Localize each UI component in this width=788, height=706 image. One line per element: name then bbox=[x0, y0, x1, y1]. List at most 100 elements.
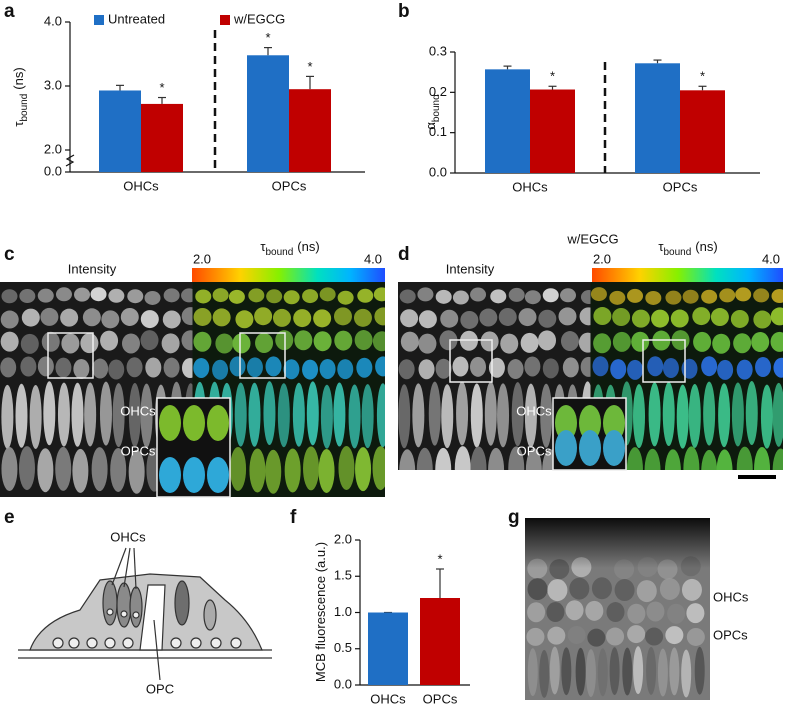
bar bbox=[485, 69, 530, 173]
pointer bbox=[111, 547, 127, 586]
bar bbox=[635, 63, 680, 173]
cell bbox=[542, 288, 559, 303]
axis-break bbox=[65, 154, 75, 167]
cell bbox=[92, 358, 109, 379]
cell bbox=[562, 357, 579, 378]
cell bbox=[20, 356, 37, 377]
cell bbox=[470, 383, 483, 448]
x-tick-label: OHCs bbox=[512, 179, 548, 194]
cell bbox=[319, 358, 336, 379]
cell bbox=[735, 287, 752, 302]
cell bbox=[585, 649, 596, 698]
colorbar bbox=[192, 268, 385, 282]
cell bbox=[418, 359, 435, 380]
bar bbox=[368, 612, 408, 685]
cell bbox=[399, 289, 416, 304]
panel-letter: f bbox=[290, 507, 297, 528]
hair-cell bbox=[102, 580, 118, 626]
cell bbox=[19, 289, 36, 304]
cell bbox=[646, 601, 665, 622]
cell bbox=[0, 357, 17, 378]
cell bbox=[277, 383, 290, 448]
cell bbox=[569, 577, 590, 600]
cell bbox=[306, 381, 319, 446]
cell bbox=[452, 356, 469, 377]
cell bbox=[511, 382, 524, 447]
tunnel bbox=[139, 584, 166, 651]
cell bbox=[275, 330, 294, 351]
cell bbox=[374, 307, 385, 326]
cell bbox=[524, 383, 537, 448]
cell bbox=[712, 333, 731, 354]
cell bbox=[355, 447, 372, 492]
y-tick-label: 0.1 bbox=[429, 124, 447, 139]
cell bbox=[682, 289, 699, 304]
cell bbox=[159, 405, 181, 441]
inset-label: OPCs bbox=[517, 443, 552, 458]
cell bbox=[354, 330, 373, 351]
cell bbox=[127, 289, 144, 304]
cell bbox=[418, 333, 437, 354]
colorbar-tick-label: 2.0 bbox=[593, 251, 611, 266]
cell bbox=[248, 288, 265, 303]
cell bbox=[549, 646, 560, 695]
roi-box bbox=[642, 339, 686, 383]
pointer bbox=[133, 547, 137, 590]
cell bbox=[441, 384, 454, 449]
cell bbox=[736, 446, 753, 470]
roi-box bbox=[47, 332, 94, 379]
x-tick-label: OPCs bbox=[423, 691, 458, 706]
cell bbox=[372, 331, 385, 352]
cell bbox=[193, 357, 210, 378]
cell bbox=[456, 381, 469, 446]
cell bbox=[631, 331, 650, 352]
cell bbox=[18, 446, 35, 491]
image-label: Intensity bbox=[68, 261, 117, 276]
cell bbox=[770, 307, 783, 326]
cell bbox=[733, 333, 752, 354]
cell bbox=[498, 307, 517, 326]
cell bbox=[627, 603, 646, 624]
cell bbox=[254, 307, 273, 326]
cell bbox=[57, 382, 70, 447]
cell bbox=[770, 331, 783, 352]
cell bbox=[730, 309, 749, 328]
cell bbox=[108, 288, 125, 303]
cell bbox=[193, 331, 212, 352]
cell bbox=[560, 288, 577, 303]
cell bbox=[162, 310, 181, 329]
cell bbox=[20, 333, 39, 354]
cell bbox=[470, 446, 487, 470]
cell bbox=[91, 447, 108, 492]
cell bbox=[497, 383, 510, 448]
cell bbox=[681, 358, 698, 379]
bar bbox=[680, 90, 725, 173]
cell bbox=[61, 333, 80, 354]
cell bbox=[416, 447, 433, 470]
cell bbox=[508, 287, 525, 302]
cell bbox=[751, 332, 770, 353]
cell bbox=[633, 646, 644, 695]
cell bbox=[212, 288, 229, 303]
cell bbox=[435, 289, 452, 304]
cell bbox=[662, 358, 679, 379]
cell bbox=[376, 383, 385, 448]
cell bbox=[540, 383, 553, 448]
panel-letter: g bbox=[508, 507, 520, 528]
inset-label: OHCs bbox=[516, 403, 552, 418]
unit: (ns) bbox=[695, 239, 717, 254]
cell bbox=[488, 357, 505, 378]
cell bbox=[636, 580, 657, 603]
cell bbox=[558, 307, 577, 326]
cell bbox=[561, 647, 572, 696]
cell bbox=[480, 331, 499, 352]
cell bbox=[664, 449, 681, 470]
significance-marker: * bbox=[700, 69, 705, 84]
y-tick-label: 0.2 bbox=[429, 84, 447, 99]
panel-letter: d bbox=[398, 244, 410, 265]
cell bbox=[701, 449, 718, 470]
cell bbox=[772, 448, 783, 470]
cell bbox=[484, 381, 497, 446]
cell bbox=[248, 382, 261, 447]
cell bbox=[644, 448, 661, 470]
